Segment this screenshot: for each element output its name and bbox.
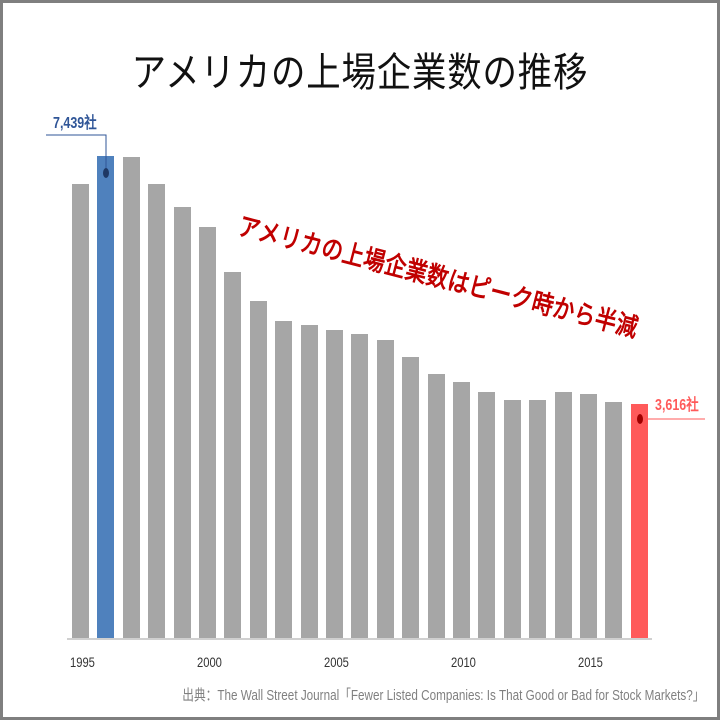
x-tick-2010: 2010 bbox=[451, 654, 476, 670]
bar-2007 bbox=[377, 340, 394, 638]
bar-1999 bbox=[174, 207, 191, 638]
bar-1998 bbox=[148, 184, 165, 638]
bar-1997 bbox=[123, 157, 140, 638]
bar-2004 bbox=[301, 325, 318, 638]
bar-2015 bbox=[580, 394, 597, 638]
bar-2016 bbox=[605, 402, 622, 638]
bar-2003 bbox=[275, 321, 292, 638]
bar-2012 bbox=[504, 400, 521, 638]
bar-2006 bbox=[351, 334, 368, 638]
bar-2005 bbox=[326, 330, 343, 638]
bar-2017 bbox=[631, 404, 648, 638]
bar-2014 bbox=[555, 392, 572, 638]
x-tick-2015: 2015 bbox=[578, 654, 603, 670]
x-tick-2005: 2005 bbox=[324, 654, 349, 670]
bar-2001 bbox=[224, 272, 241, 638]
latest-value-label: 3,616社 bbox=[655, 397, 699, 414]
source-citation: 出典：The Wall Street Journal「Fewer Listed … bbox=[181, 687, 704, 704]
bar-1995 bbox=[72, 184, 89, 638]
x-axis-line bbox=[67, 638, 652, 640]
bar-2002 bbox=[250, 301, 267, 638]
bar-2010 bbox=[453, 382, 470, 638]
bar-2000 bbox=[199, 227, 216, 638]
bar-1996 bbox=[97, 156, 114, 638]
chart-title: アメリカの上場企業数の推移 bbox=[131, 51, 589, 95]
bar-2009 bbox=[428, 374, 445, 638]
latest-marker-dot bbox=[637, 414, 643, 424]
x-tick-2000: 2000 bbox=[197, 654, 222, 670]
peak-value-label: 7,439社 bbox=[53, 115, 97, 132]
bar-2008 bbox=[402, 357, 419, 638]
x-tick-1995: 1995 bbox=[70, 654, 95, 670]
bar-2013 bbox=[529, 400, 546, 638]
peak-marker-dot bbox=[103, 168, 109, 178]
bar-2011 bbox=[478, 392, 495, 638]
